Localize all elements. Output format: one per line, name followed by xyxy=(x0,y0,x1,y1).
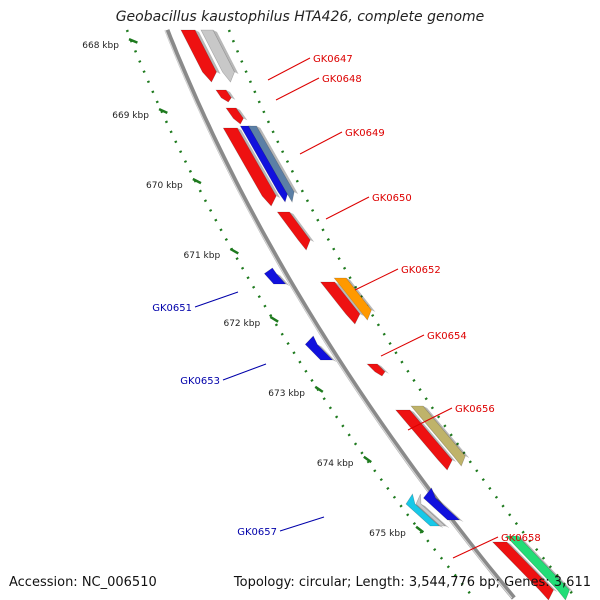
gene-block-gk0657-gray xyxy=(415,493,447,527)
gene-block-gk0648 xyxy=(215,89,232,103)
gene-block-gk0658-shade xyxy=(506,542,558,592)
gene-label-gk0654: GK0654 xyxy=(427,331,467,342)
gene-block-gk0649 xyxy=(222,127,277,207)
gene-block-gk0649-neighbor2-shade xyxy=(256,126,299,194)
gene-block-gk0656-neighbor-shade xyxy=(423,406,470,458)
gene-block-gk0652-neighbor xyxy=(333,277,372,321)
scale-tick xyxy=(314,385,324,393)
scale-tick-label: 675 kbp xyxy=(369,529,406,539)
gene-block-gk0649-neighbor2 xyxy=(247,125,295,203)
scale-tick-label: 674 kbp xyxy=(317,459,354,469)
accession-text: Accession: NC_006510 xyxy=(9,575,157,590)
gene-label-gk0648: GK0648 xyxy=(322,74,362,85)
gene-block-gk0650 xyxy=(276,211,311,251)
gene-label-gk0651: GK0651 xyxy=(152,303,192,314)
leader-line-gk0657 xyxy=(279,516,325,532)
scale-tick-label: 671 kbp xyxy=(184,251,221,261)
gene-block-gk0651-shade xyxy=(276,273,290,286)
scale-tick-label: 672 kbp xyxy=(223,319,260,329)
gene-block-gk0647-shade xyxy=(195,30,221,74)
scale-tick-label: 668 kbp xyxy=(82,41,119,51)
gene-block-gk0653-shade xyxy=(317,344,337,362)
leader-line-gk0656 xyxy=(407,407,453,431)
leader-line-gk0649 xyxy=(299,131,343,155)
gene-block-gk0657-cyan xyxy=(405,493,441,527)
gene-label-gk0649: GK0649 xyxy=(345,128,385,139)
scale-tick-label: 669 kbp xyxy=(112,111,149,121)
gene-block-gk0653 xyxy=(304,335,334,361)
leader-line-gk0652 xyxy=(354,268,399,291)
gene-label-gk0657: GK0657 xyxy=(237,527,277,538)
scale-tick-label: 670 kbp xyxy=(146,181,183,191)
gene-label-gk0653: GK0653 xyxy=(180,376,220,387)
gene-block-gk0649-shade xyxy=(237,128,281,198)
gene-block-gk0654 xyxy=(366,363,386,377)
gene-label-gk0656: GK0656 xyxy=(455,404,495,415)
gene-block-gk0654-shade xyxy=(377,364,389,374)
scale-tick xyxy=(128,38,138,44)
scale-tick xyxy=(229,247,239,255)
scale-tick xyxy=(415,525,425,534)
gene-label-gk0647: GK0647 xyxy=(313,54,353,65)
leader-line-gk0648 xyxy=(275,77,320,101)
scale-tick xyxy=(363,455,372,464)
scale-tick xyxy=(269,315,279,323)
gene-block-gk0648-shade xyxy=(226,90,236,100)
gene-block-gk0658 xyxy=(491,541,554,600)
leader-line-gk0650 xyxy=(325,196,370,220)
leader-line-gk0658 xyxy=(452,536,499,559)
gene-label-gk0652: GK0652 xyxy=(401,265,441,276)
gene-block-gk0657-gray-shade xyxy=(421,504,450,528)
map-title: Geobacillus kaustophilus HTA426, complet… xyxy=(115,9,485,25)
leader-line-gk0647 xyxy=(267,57,311,81)
leader-line-gk0653 xyxy=(222,363,267,381)
gene-block-gk0647 xyxy=(180,29,217,83)
leader-line-gk0651 xyxy=(194,291,239,308)
scale-tick xyxy=(192,177,202,185)
gene-block-gk0648b-shade xyxy=(236,108,248,121)
scale-tick xyxy=(158,107,168,115)
gene-block-gk0658-neighbor xyxy=(505,535,570,600)
scale-track-outer xyxy=(227,29,577,599)
genome-summary-text: Topology: circular; Length: 3,544,776 bp… xyxy=(233,575,591,590)
gene-block-gk0652-neighbor-shade xyxy=(346,278,376,312)
gene-block-gk0651 xyxy=(263,267,287,285)
gene-label-gk0658: GK0658 xyxy=(501,533,541,544)
gene-block-gk0650-shade xyxy=(289,212,315,242)
backbone-highlight xyxy=(164,29,513,599)
gene-block-gk0656-neighbor xyxy=(410,405,466,467)
leader-line-gk0654 xyxy=(380,334,425,357)
gene-block-gk0656 xyxy=(395,409,453,471)
gene-block-gk0648b xyxy=(225,107,244,125)
gene-block-gk0657 xyxy=(423,487,461,521)
gene-label-gk0650: GK0650 xyxy=(372,193,412,204)
gene-block-gk0658-neighbor-shade xyxy=(518,536,574,592)
scale-tick-label: 673 kbp xyxy=(268,389,305,399)
gene-block-gk0652-shade xyxy=(334,282,364,316)
gene-block-gk0647-neighbor xyxy=(200,29,235,83)
backbone-line xyxy=(164,29,516,600)
gene-block-gk0647-neighbor-shade xyxy=(213,30,239,74)
gene-block-gk0657-shade xyxy=(435,498,464,522)
gene-block-gk0652 xyxy=(319,281,361,325)
